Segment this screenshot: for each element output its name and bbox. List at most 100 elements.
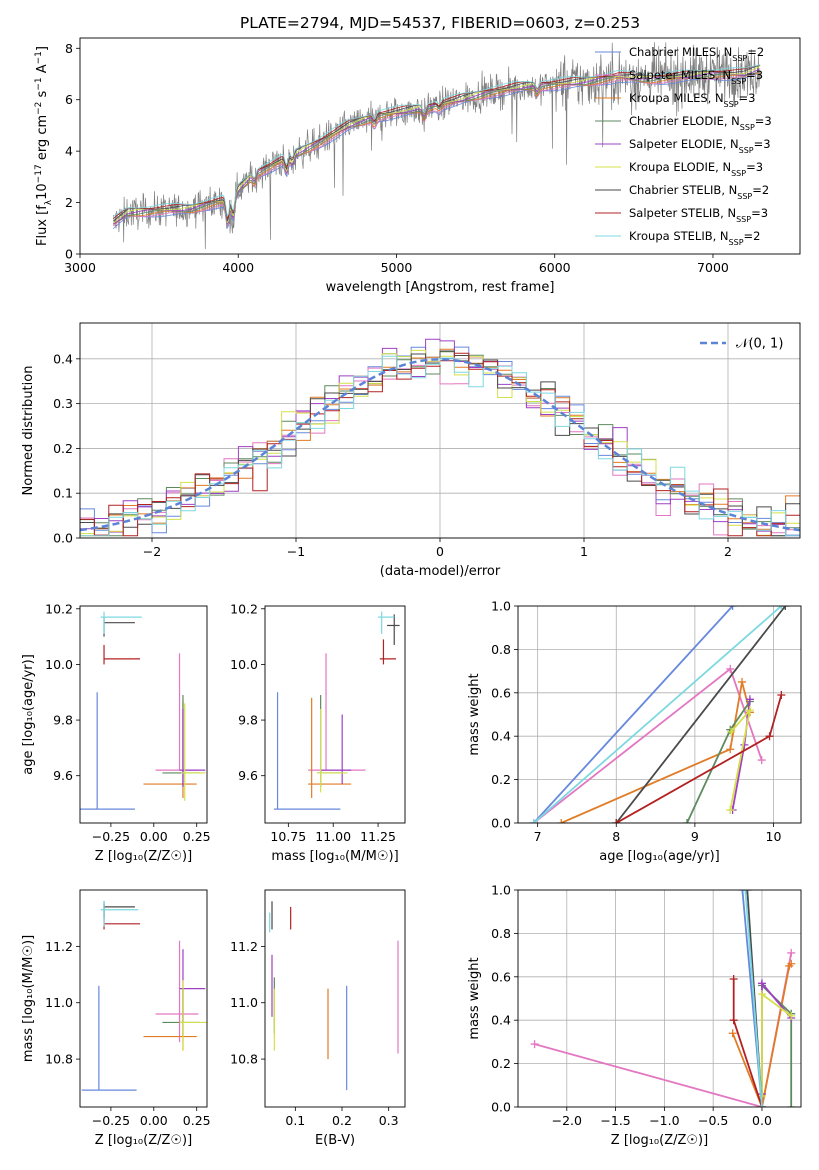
axes-frame: [264, 605, 406, 824]
legend-text: =3: [746, 160, 763, 174]
legend-entry: Chabrier MILES, NSSP=2: [629, 45, 764, 63]
panel-age_vs_Z: −0.25 0.00 0.25 9.6 9.8 10.0 10.2 Z [log₁₀(Z/Z☉…: [21, 601, 211, 864]
axes-frame: [79, 889, 208, 1108]
axes-frame: [79, 37, 801, 255]
weight-line-8: [615, 694, 783, 823]
weight-marker: [757, 1103, 766, 1107]
x-axis-label: (data-model)/error: [380, 564, 501, 579]
x-axis-label: age [log₁₀(age/yr)]: [599, 849, 720, 864]
x-axis-label: E(B-V): [315, 1133, 355, 1148]
y-tick-label: 1.0: [491, 599, 511, 614]
legend-text: Salpeter MILES, N: [629, 68, 731, 82]
x-tick-label: 4000: [222, 260, 254, 275]
x-tick-label: 7000: [697, 260, 729, 275]
plot-area: [81, 901, 207, 1091]
x-tick-label: 11.25: [360, 829, 396, 844]
observed-spectrum: [112, 42, 761, 250]
y-label-part: Flux [f: [35, 205, 50, 246]
weight-marker: [612, 819, 621, 823]
y-label-part: −2: [34, 102, 44, 115]
weight-marker: [738, 890, 747, 894]
y-tick-label: 0.2: [53, 441, 73, 456]
model-spectrum-3: [112, 72, 761, 226]
y-tick-label: 0.6: [491, 685, 511, 700]
legend-entry: Chabrier STELIB, NSSP=2: [629, 183, 769, 201]
x-tick-label: 10.75: [270, 829, 306, 844]
weight-line-2: [533, 667, 763, 823]
x-tick-label: 0.2: [332, 1113, 352, 1128]
legend-subscript: SSP: [731, 169, 746, 178]
legend-text: Chabrier ELODIE, N: [629, 114, 740, 128]
y-tick-label: 2: [65, 195, 73, 210]
legend-subscript: SSP: [732, 54, 747, 63]
weight-marker: [777, 606, 786, 610]
legend-text: =3: [754, 137, 771, 151]
weight-marker: [729, 974, 738, 983]
axes-frame: [79, 605, 208, 824]
y-tick-label: 11.2: [45, 939, 73, 954]
legend-text: =3: [751, 206, 768, 220]
y-tick-label: 9.8: [238, 713, 258, 728]
weight-line-7: [615, 606, 787, 823]
weight-line-9: [533, 606, 782, 823]
x-tick-label: 0.25: [183, 829, 211, 844]
model-spectrum-2: [112, 72, 761, 227]
y-label-part: s: [35, 90, 50, 101]
panel-spectrum: 3000 4000 5000 6000 7000 0 2 4 6 8 wavelength [Ang…: [34, 37, 801, 295]
y-tick-label: 10.8: [230, 1052, 258, 1067]
axes-frame: [264, 889, 406, 1108]
weight-marker: [745, 695, 754, 704]
y-tick-label: 0.4: [491, 1013, 511, 1028]
plot-area: [269, 901, 399, 1091]
legend-subscript: SSP: [724, 100, 739, 109]
legend-text: Kroupa MILES, N: [629, 91, 724, 105]
x-axis-label: Z [log₁₀(Z/Z☉)]: [611, 1133, 708, 1148]
x-tick-label: 1: [580, 544, 588, 559]
weight-marker: [683, 819, 692, 823]
x-tick-label: 0.1: [285, 1113, 305, 1128]
axes-frame: [517, 605, 802, 824]
weight-marker: [728, 606, 737, 610]
weight-marker: [743, 890, 752, 894]
weight-marker: [777, 690, 786, 699]
legend-entry: Salpeter MILES, NSSP=3: [629, 68, 763, 86]
legend-text: Kroupa STELIB, N: [629, 229, 729, 243]
x-tick-label: −0.5: [698, 1113, 728, 1128]
y-label-part: ]: [35, 46, 50, 51]
legend-text: =2: [744, 229, 761, 243]
x-axis-label: mass [log₁₀(M/M☉)]: [271, 849, 398, 864]
legend-entry: Salpeter STELIB, NSSP=3: [629, 206, 768, 224]
legend-entry: Chabrier ELODIE, NSSP=3: [629, 114, 772, 132]
y-tick-label: 0.2: [491, 772, 511, 787]
weight-marker: [787, 1103, 796, 1107]
model-spectrum-9: [112, 64, 761, 218]
x-tick-label: 0: [436, 544, 444, 559]
y-tick-label: 11.0: [45, 995, 73, 1010]
y-tick-label: 9.6: [53, 768, 73, 783]
x-tick-label: 8: [612, 829, 620, 844]
x-tick-label: 0.25: [183, 1113, 211, 1128]
plot-area: [518, 890, 801, 1107]
x-tick-label: −0.25: [92, 829, 130, 844]
weight-marker: [738, 677, 747, 686]
y-axis-label: Normed distribution: [21, 366, 36, 496]
legend-entry: Kroupa ELODIE, NSSP=3: [629, 160, 763, 178]
y-tick-label: 4: [65, 144, 73, 159]
weight-marker: [741, 890, 750, 894]
weight-marker: [757, 979, 766, 988]
legend-text: Kroupa ELODIE, N: [629, 160, 731, 174]
figure-title: PLATE=2794, MJD=54537, FIBERID=0603, z=0…: [240, 14, 640, 32]
x-tick-label: 3000: [64, 260, 96, 275]
y-tick-label: 1.0: [491, 883, 511, 898]
y-label-part: −1: [34, 77, 44, 90]
plot-area: [80, 611, 206, 810]
panel-residuals: −2 −1 0 1 2 0.0 0.1 0.2 0.3 0.4 (data-model)/error…: [21, 322, 801, 579]
weight-marker: [757, 990, 766, 999]
legend-entry: Salpeter ELODIE, NSSP=3: [629, 137, 771, 155]
legend-text: Chabrier MILES, N: [629, 45, 732, 59]
weight-line-1: [533, 606, 734, 823]
legend-subscript: SSP: [729, 238, 744, 247]
x-tick-label: 0.3: [379, 1113, 399, 1128]
y-axis-label: mass [log₁₀(M/M☉)]: [21, 935, 36, 1062]
model-spectrum-8: [112, 64, 761, 220]
